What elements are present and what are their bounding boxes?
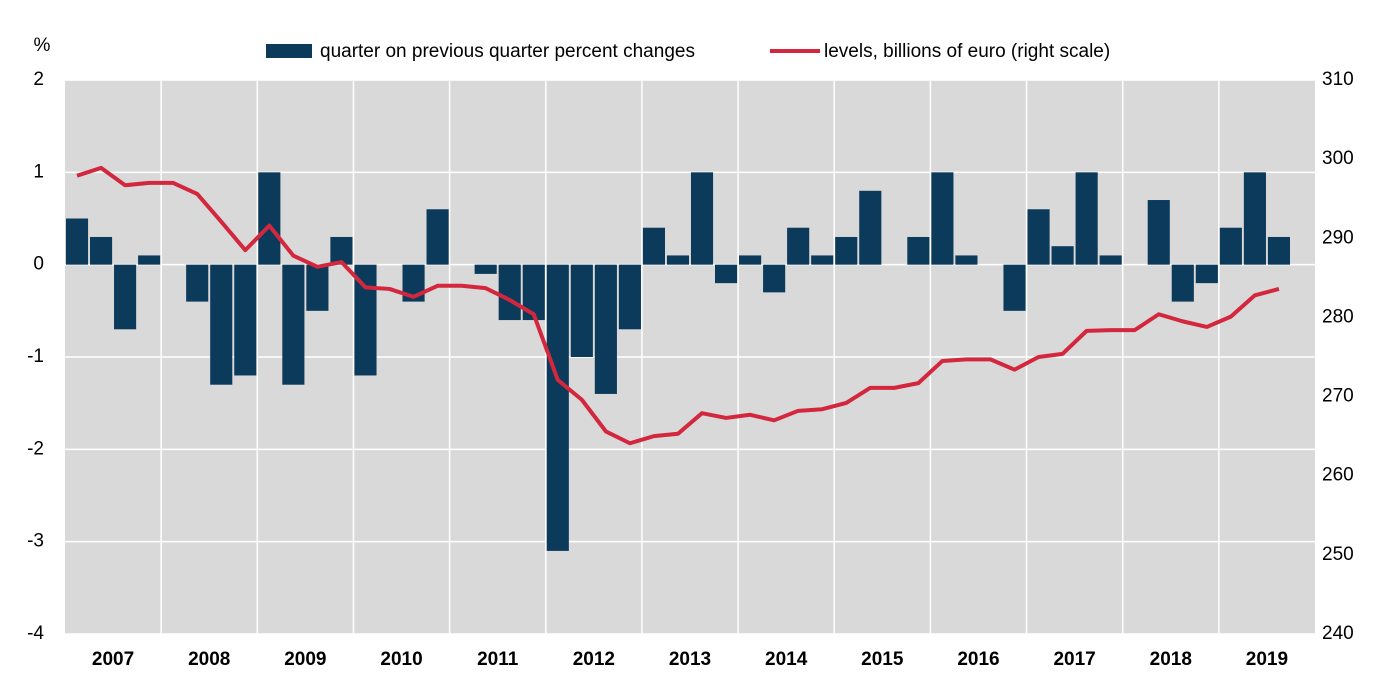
bar <box>907 236 930 265</box>
bar <box>210 264 233 385</box>
bar <box>1051 246 1074 265</box>
bar <box>498 264 521 321</box>
bar <box>306 264 329 311</box>
bar <box>138 255 161 265</box>
bar <box>955 255 978 265</box>
bar <box>65 218 89 265</box>
x-tick-label: 2009 <box>284 649 326 670</box>
legend-label: levels, billions of euro (right scale) <box>824 41 1110 62</box>
legend-swatch <box>266 44 312 58</box>
bar <box>859 190 882 265</box>
bar <box>715 264 738 284</box>
bar <box>739 255 762 265</box>
line <box>76 165 1280 446</box>
bar <box>114 264 137 330</box>
bar <box>787 227 810 265</box>
bar <box>1003 264 1026 311</box>
y2-tick-label: 290 <box>1322 227 1354 248</box>
x-tick-label: 2019 <box>1246 649 1288 670</box>
bar <box>642 227 665 265</box>
y2-tick-label: 310 <box>1322 69 1354 90</box>
x-tick-label: 2013 <box>669 649 711 670</box>
bar <box>1075 172 1098 265</box>
bar <box>234 264 257 376</box>
x-tick-label: 2012 <box>573 649 615 670</box>
x-tick-label: 2010 <box>380 649 422 670</box>
bar <box>330 236 353 265</box>
y-tick-label: 0 <box>33 254 44 275</box>
bar <box>90 236 113 265</box>
bar <box>690 172 714 265</box>
bar <box>811 255 834 265</box>
bar <box>546 264 569 551</box>
bar <box>186 264 209 302</box>
y-tick-label: 2 <box>33 69 44 90</box>
legend-label: quarter on previous quarter percent chan… <box>320 41 695 62</box>
y2-tick-label: 260 <box>1322 465 1354 486</box>
bar <box>763 264 786 293</box>
y2-tick-label: 280 <box>1322 306 1354 327</box>
bar <box>474 264 497 274</box>
bar <box>618 264 641 330</box>
y2-tick-label: 300 <box>1322 148 1354 169</box>
y-tick-label: -3 <box>27 531 44 552</box>
bar <box>931 172 954 265</box>
x-tick-label: 2017 <box>1053 649 1095 670</box>
bar <box>1027 209 1050 265</box>
x-tick-label: 2007 <box>92 649 134 670</box>
y-tick-label: 1 <box>33 161 44 182</box>
y-tick-label: -4 <box>27 623 44 644</box>
y-tick-label: -2 <box>27 438 44 459</box>
x-tick-label: 2016 <box>957 649 999 670</box>
x-tick-label: 2018 <box>1150 649 1192 670</box>
bar <box>1267 236 1290 265</box>
bar <box>1195 264 1218 284</box>
bar <box>426 209 449 265</box>
bar <box>282 264 305 385</box>
y-axis-label: % <box>34 35 51 56</box>
y2-tick-label: 240 <box>1322 623 1354 644</box>
y-tick-label: -1 <box>27 346 44 367</box>
x-tick-label: 2014 <box>765 649 808 670</box>
x-tick-label: 2015 <box>861 649 904 670</box>
bar <box>594 264 617 394</box>
bar <box>666 255 690 265</box>
bar <box>354 264 377 376</box>
bar <box>570 264 593 357</box>
y2-tick-label: 250 <box>1322 544 1354 565</box>
bar <box>1171 264 1194 302</box>
bar <box>1147 200 1170 265</box>
y2-tick-label: 270 <box>1322 386 1354 407</box>
bar <box>522 264 545 321</box>
bar <box>258 172 281 265</box>
x-tick-label: 2008 <box>188 649 230 670</box>
x-tick-label: 2011 <box>477 649 519 670</box>
bar <box>835 236 858 265</box>
bar <box>1243 172 1266 265</box>
bar <box>1219 227 1242 265</box>
bar <box>1099 255 1122 265</box>
